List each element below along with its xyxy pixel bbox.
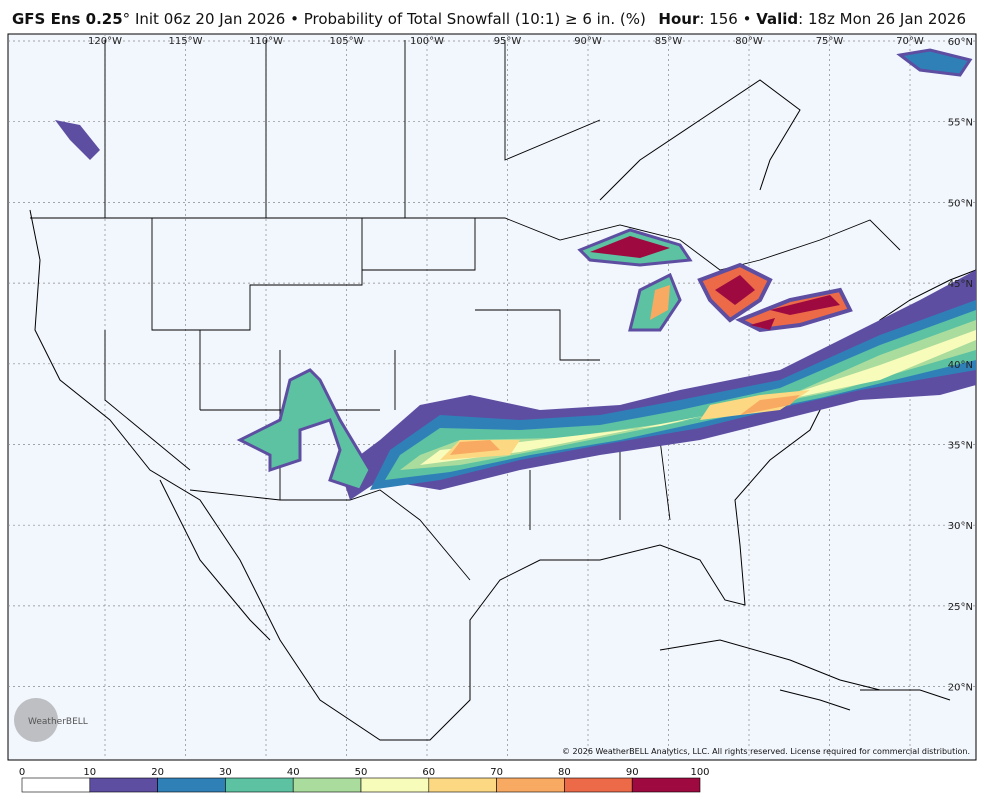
graticule-labels: 120°W 115°W 110°W 105°W 100°W 95°W 90°W 85°W 80°… <box>88 36 973 694</box>
legend-swatch <box>292 777 362 793</box>
hour-label: Hour <box>658 10 700 28</box>
legend-tick: 40 <box>287 767 300 778</box>
graticule <box>8 34 976 760</box>
lon-label: 105°W <box>330 36 364 47</box>
lon-label: 75°W <box>816 36 844 47</box>
legend-tick: 90 <box>626 767 639 778</box>
valid-label: Valid <box>756 10 799 28</box>
legend-swatch <box>428 777 497 793</box>
lon-label: 80°W <box>735 36 763 47</box>
legend-swatch <box>631 777 701 793</box>
lon-label: 110°W <box>249 36 283 47</box>
lon-label: 115°W <box>169 36 203 47</box>
legend-tick: 50 <box>355 767 368 778</box>
legend-swatch <box>89 777 158 793</box>
lon-label: 85°W <box>655 36 683 47</box>
legend-tick: 10 <box>83 767 96 778</box>
lat-label: 25°N <box>948 602 973 613</box>
hour-value: : 156 • <box>699 10 757 28</box>
legend-swatch <box>496 777 565 793</box>
lat-label: 55°N <box>948 118 973 129</box>
legend-tick: 70 <box>490 767 503 778</box>
lat-label: 20°N <box>948 683 973 694</box>
lon-label: 70°W <box>896 36 924 47</box>
lon-label: 95°W <box>494 36 522 47</box>
legend-tick: 60 <box>422 767 435 778</box>
legend-swatch <box>21 777 91 793</box>
lat-label: 30°N <box>948 521 973 532</box>
logo: WeatherBELL <box>14 698 88 742</box>
legend-swatch <box>564 777 633 793</box>
lon-label: 90°W <box>574 36 602 47</box>
lat-label: 35°N <box>948 441 973 452</box>
lat-label: 45°N <box>948 279 973 290</box>
lat-label: 50°N <box>948 198 973 209</box>
lat-label: 40°N <box>948 360 973 371</box>
header-left: GFS Ens 0.25° Init 06z 20 Jan 2026 • Pro… <box>12 10 646 28</box>
legend-swatch <box>157 777 226 793</box>
legend-tick: 80 <box>558 767 571 778</box>
valid-value: : 18z Mon 26 Jan 2026 <box>798 10 966 28</box>
header-right: Hour: 156 • Valid: 18z Mon 26 Jan 2026 <box>658 10 966 28</box>
lon-label: 120°W <box>88 36 122 47</box>
lat-label: 60°N <box>948 37 973 48</box>
legend-tick: 0 <box>19 767 25 778</box>
legend-swatch <box>360 777 430 793</box>
description: ° Init 06z 20 Jan 2026 • Probability of … <box>122 10 646 28</box>
legend: 0 10 20 30 40 50 60 70 80 90 100 <box>19 767 710 793</box>
model: GFS Ens 0.25 <box>12 10 123 28</box>
logo-icon <box>14 698 58 742</box>
snow-probability <box>55 48 976 500</box>
legend-tick: 30 <box>219 767 232 778</box>
copyright: © 2026 WeatherBELL Analytics, LLC. All r… <box>562 747 970 756</box>
legend-swatch <box>225 777 294 793</box>
lon-label: 100°W <box>410 36 444 47</box>
legend-tick: 100 <box>690 767 709 778</box>
legend-tick: 20 <box>151 767 164 778</box>
logo-text: WeatherBELL <box>28 717 88 727</box>
